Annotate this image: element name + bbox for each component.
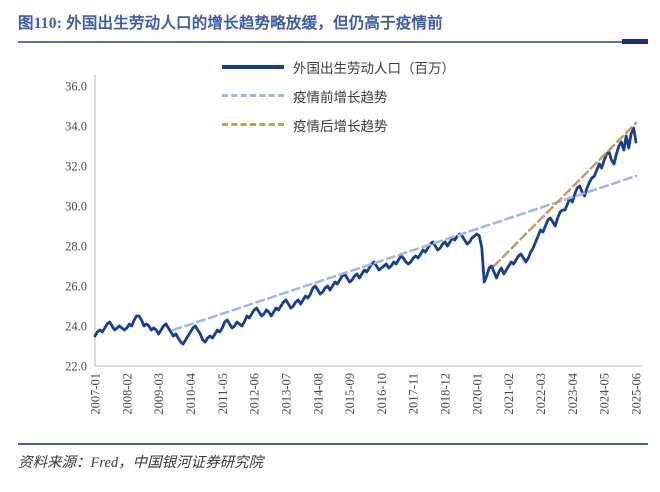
y-axis-tick-label: 34.0 (65, 120, 87, 134)
x-axis-tick-label: 2023-04 (566, 372, 580, 414)
title-rule-accent (622, 39, 648, 44)
legend-item-pre-trend: 疫情前增长趋势 (222, 81, 455, 110)
x-axis-tick-label: 2008-02 (120, 373, 134, 415)
x-axis-tick-label: 2024-05 (598, 373, 612, 415)
x-axis-tick-label: 2013-07 (279, 373, 293, 415)
x-axis-tick-label: 2022-03 (534, 373, 548, 415)
legend-label: 外国出生劳动人口（百万） (293, 60, 455, 76)
solid-line-swatch (222, 64, 284, 69)
legend-item-post-trend: 疫情后增长趋势 (222, 110, 455, 139)
figure-title: 图110: 外国出生劳动人口的增长趋势略放缓，但仍高于疫情前 (18, 15, 443, 32)
y-axis-tick-label: 26.0 (65, 280, 87, 294)
y-axis-tick-label: 30.0 (65, 200, 87, 214)
dashed-line-swatch (222, 94, 284, 97)
y-axis-tick-label: 28.0 (65, 240, 87, 254)
series-line-foreign-born-labor (93, 126, 638, 346)
x-axis-tick-label: 2015-09 (343, 373, 357, 415)
x-axis-tick-label: 2018-12 (439, 373, 453, 415)
legend-label: 疫情前增长趋势 (293, 89, 388, 105)
x-axis-tick-label: 2017-11 (407, 373, 421, 414)
footer-rule (18, 443, 648, 445)
x-axis-tick-label: 2012-06 (248, 373, 262, 415)
chart-legend: 外国出生劳动人口（百万） 疫情前增长趋势 疫情后增长趋势 (222, 52, 455, 139)
y-axis-tick-label: 22.0 (65, 360, 87, 374)
x-axis-tick-label: 2020-01 (470, 373, 484, 415)
y-axis-tick-label: 36.0 (65, 80, 87, 94)
x-axis-tick-label: 2021-02 (502, 373, 516, 415)
axis-lines (94, 75, 642, 367)
x-axis-tick-label: 2009-03 (152, 373, 166, 415)
y-axis-tick-label: 24.0 (65, 320, 87, 334)
trend-line-pre-pandemic (172, 174, 638, 332)
x-axis-tick-label: 2007-01 (89, 373, 103, 415)
x-axis-tick-label: 2011-05 (216, 373, 230, 414)
x-axis-tick-label: 2025-06 (630, 373, 644, 415)
x-axis-tick-label: 2010-04 (184, 372, 198, 414)
title-rule (18, 39, 648, 44)
legend-label: 疫情后增长趋势 (293, 118, 388, 134)
y-axis-tick-label: 32.0 (65, 160, 87, 174)
x-axis-tick-label: 2014-08 (311, 373, 325, 415)
x-axis-tick-label: 2016-10 (375, 373, 389, 415)
legend-item-series: 外国出生劳动人口（百万） (222, 52, 455, 81)
dashed-line-swatch (222, 123, 284, 126)
line-chart: 22.0 24.0 26.0 28.0 30.0 32.0 34.0 36.0 2007-01 2… (65, 75, 644, 415)
source-note: 资料来源：Fred，中国银河证券研究院 (18, 455, 264, 471)
trend-line-post-pandemic (492, 121, 638, 268)
